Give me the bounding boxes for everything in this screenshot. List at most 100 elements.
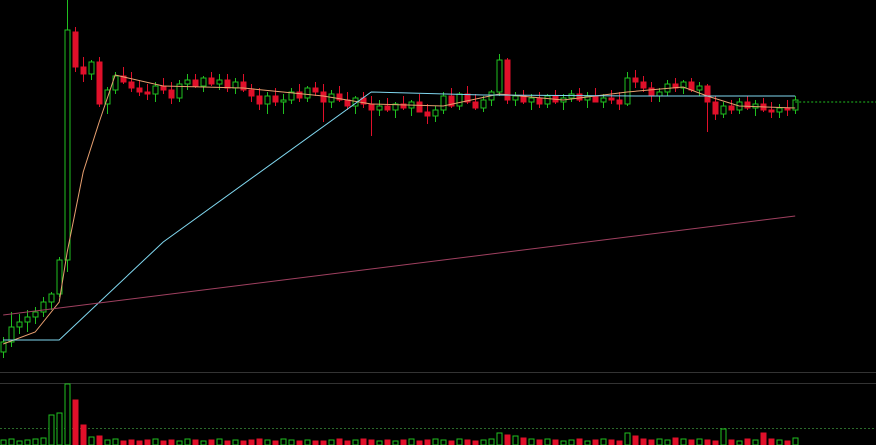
candle-body: [8, 326, 15, 343]
volume-bar: [648, 439, 655, 445]
volume-bar: [392, 440, 399, 445]
volume-bar: [24, 439, 31, 445]
volume-bar: [232, 439, 239, 445]
candle-body: [184, 79, 191, 85]
volume-bar: [720, 428, 727, 445]
volume-bar: [312, 440, 319, 445]
volume-bar: [344, 440, 351, 445]
candle-body: [704, 85, 711, 103]
volume-bar: [248, 439, 255, 445]
volume-bar: [304, 439, 311, 445]
candle-body: [320, 91, 327, 103]
volume-bar: [48, 414, 55, 445]
volume-bar: [0, 439, 7, 445]
volume-bar: [472, 440, 479, 445]
candle-body: [624, 77, 631, 105]
candle-body: [88, 61, 95, 75]
candle-body: [144, 91, 151, 95]
volume-bar: [168, 439, 175, 445]
volume-bar: [128, 439, 135, 445]
volume-bar: [424, 439, 431, 445]
candle-body: [528, 97, 535, 103]
candle-body: [496, 59, 503, 93]
candle-body: [576, 93, 583, 101]
volume-bar: [752, 439, 759, 445]
candle-body: [248, 89, 255, 97]
candle-body: [80, 66, 87, 75]
volume-bar: [760, 432, 767, 445]
candle-body: [256, 95, 263, 105]
volume-bar: [264, 439, 271, 445]
volume-bar: [704, 439, 711, 445]
candle-body: [280, 99, 287, 103]
candle-body: [336, 93, 343, 101]
volume-bar: [16, 440, 23, 445]
volume-bar: [480, 439, 487, 445]
volume-bar: [184, 438, 191, 445]
volume-bar: [584, 440, 591, 445]
volume-bar: [712, 440, 719, 445]
candle-body: [312, 87, 319, 93]
volume-bar: [152, 438, 159, 445]
volume-bar: [144, 439, 151, 445]
candle-body: [432, 109, 439, 117]
volume-bar: [296, 440, 303, 445]
ma-line: [3, 215, 796, 316]
volume-bar: [56, 412, 63, 445]
volume-bar: [568, 439, 575, 445]
volume-bar: [440, 439, 447, 445]
volume-bar: [368, 439, 375, 445]
candle-body: [64, 29, 71, 261]
volume-bar: [112, 438, 119, 445]
candle-body: [232, 81, 239, 89]
candle-body: [776, 107, 783, 113]
ma-line: [3, 91, 796, 341]
volume-bar: [528, 438, 535, 445]
candle-body: [208, 77, 215, 85]
volume-bar: [432, 438, 439, 445]
candle-body: [120, 75, 127, 83]
volume-bar: [488, 438, 495, 445]
candle-body: [288, 91, 295, 101]
volume-bar: [240, 440, 247, 445]
ma-line: [3, 74, 796, 345]
candle-body: [768, 109, 775, 113]
candle-body: [16, 321, 23, 328]
volume-bar: [784, 440, 791, 445]
volume-bar: [728, 439, 735, 445]
candle-body: [448, 95, 455, 107]
volume-bar: [768, 438, 775, 445]
candle-body: [136, 87, 143, 93]
volume-bar: [384, 439, 391, 445]
volume-bar: [560, 440, 567, 445]
candle-body: [608, 97, 615, 101]
volume-bar: [776, 439, 783, 445]
candle-body: [200, 77, 207, 87]
volume-bar: [104, 439, 111, 445]
volume-bar: [632, 435, 639, 445]
candle-body: [416, 101, 423, 113]
volume-bar: [40, 437, 47, 445]
candle-body: [56, 259, 63, 295]
candle-body: [728, 105, 735, 111]
candle-body: [512, 95, 519, 101]
volume-bar: [576, 438, 583, 445]
volume-bar: [680, 438, 687, 445]
volume-bar: [656, 438, 663, 445]
candle-body: [384, 105, 391, 111]
volume-bar: [688, 439, 695, 445]
candle-body: [128, 81, 135, 89]
volume-bar: [320, 440, 327, 445]
candle-body: [72, 31, 79, 68]
candle-body: [24, 316, 31, 323]
candle-body: [744, 101, 751, 109]
candle-body: [480, 99, 487, 109]
volume-bar: [376, 440, 383, 445]
volume-bar: [192, 439, 199, 445]
volume-bar: [216, 438, 223, 445]
candle-body: [472, 101, 479, 109]
candle-body: [32, 311, 39, 318]
volume-bar: [336, 438, 343, 445]
volume-bar: [80, 424, 87, 445]
volume-bar: [120, 440, 127, 445]
